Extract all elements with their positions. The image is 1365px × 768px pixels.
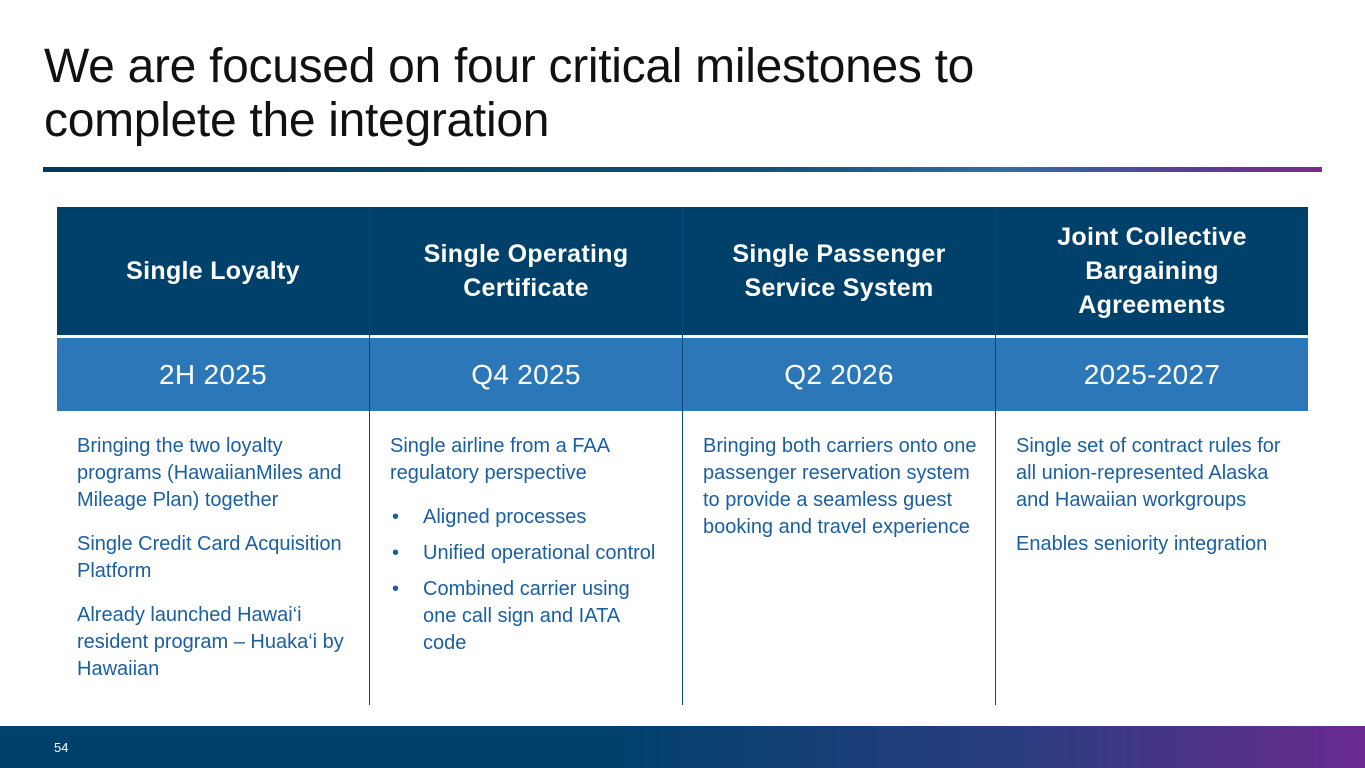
milestone-body: Single set of contract rules for all uni…	[996, 411, 1308, 705]
column-divider	[995, 207, 996, 705]
milestone-column-operating-certificate: Single Operating Certificate Q4 2025 Sin…	[370, 207, 682, 705]
milestone-date: 2025-2027	[996, 338, 1308, 411]
column-divider	[369, 207, 370, 705]
milestone-header: Joint Collective Bargaining Agreements	[996, 207, 1308, 335]
list-item: • Aligned processes	[390, 504, 664, 531]
footer-bar: 54	[0, 726, 1365, 768]
milestone-header: Single Operating Certificate	[370, 207, 682, 335]
column-divider	[682, 207, 683, 705]
page-number: 54	[54, 740, 69, 755]
milestone-body: Single airline from a FAA regulatory per…	[370, 411, 682, 705]
milestone-date: Q2 2026	[683, 338, 995, 411]
milestone-header: Single Passenger Service System	[683, 207, 995, 335]
milestone-paragraph: Single airline from a FAA regulatory per…	[390, 435, 609, 484]
milestone-paragraph: Single set of contract rules for all uni…	[1016, 435, 1281, 511]
milestone-date: Q4 2025	[370, 338, 682, 411]
milestone-body: Bringing both carriers onto one passenge…	[683, 411, 995, 705]
milestone-header: Single Loyalty	[57, 207, 369, 335]
milestone-paragraph: Enables seniority integration	[1016, 533, 1268, 555]
milestone-column-loyalty: Single Loyalty 2H 2025 Bringing the two …	[57, 207, 369, 705]
milestone-bullet-list: • Aligned processes • Unified operationa…	[390, 504, 664, 657]
list-item-text: Unified operational control	[423, 542, 656, 564]
bullet-icon: •	[392, 506, 400, 528]
milestone-body: Bringing the two loyalty programs (Hawai…	[57, 411, 369, 705]
milestone-date: 2H 2025	[57, 338, 369, 411]
milestones-table: Single Loyalty 2H 2025 Bringing the two …	[57, 207, 1308, 705]
milestone-column-collective-bargaining: Joint Collective Bargaining Agreements 2…	[996, 207, 1308, 705]
milestone-paragraph: Already launched Hawai‘i resident progra…	[77, 604, 344, 680]
milestone-paragraph: Bringing both carriers onto one passenge…	[703, 435, 977, 538]
list-item-text: Combined carrier using one call sign and…	[423, 578, 630, 654]
list-item: • Unified operational control	[390, 540, 664, 567]
milestone-paragraph: Bringing the two loyalty programs (Hawai…	[77, 435, 342, 511]
bullet-icon: •	[392, 542, 400, 564]
milestone-column-passenger-service: Single Passenger Service System Q2 2026 …	[683, 207, 995, 705]
milestone-paragraph: Single Credit Card Acquisition Platform	[77, 533, 342, 582]
title-divider	[43, 167, 1322, 172]
slide-title: We are focused on four critical mileston…	[44, 40, 975, 147]
bullet-icon: •	[392, 578, 400, 600]
list-item-text: Aligned processes	[423, 506, 587, 528]
list-item: • Combined carrier using one call sign a…	[390, 576, 664, 657]
